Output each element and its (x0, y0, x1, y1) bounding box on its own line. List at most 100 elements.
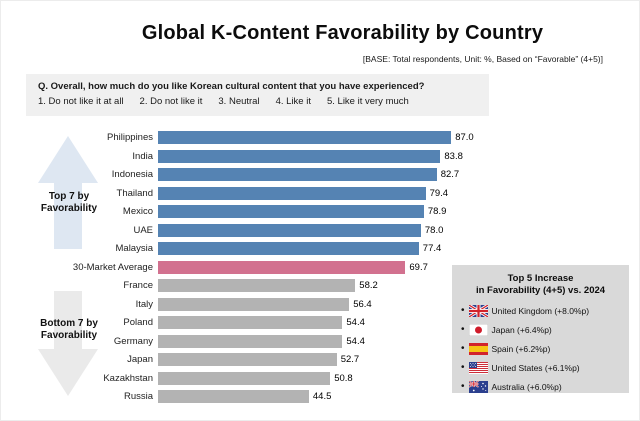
bottom7-group-label-line1: Bottom 7 by (40, 318, 98, 329)
spain-flag-icon (468, 342, 488, 355)
japan-flag-icon (468, 323, 488, 336)
bar (158, 205, 424, 218)
top7-group-label-line1: Top 7 by (48, 191, 90, 202)
bar (158, 131, 452, 144)
bar-row: Malaysia 77.4 (1, 242, 471, 255)
bar-value-label: 83.8 (444, 150, 463, 162)
bar-row: Japan 52.7 (1, 353, 471, 366)
bar-row: Russia 44.5 (1, 390, 471, 403)
bar-category-label: Kazakhstan (103, 372, 153, 384)
bar-chart-rows: Philippines 87.0 India 83.8 Indonesia 82.7 Tha… (1, 131, 474, 409)
bar-category-label: India (132, 150, 153, 162)
bar-value-label: 82.7 (440, 169, 460, 180)
bar-value-label: 54.4 (346, 317, 365, 328)
bullet-icon: • (461, 342, 465, 354)
bar-category-label: Indonesia (111, 169, 153, 180)
bar (158, 316, 343, 329)
bar-category-label: Japan (127, 354, 153, 365)
top7-arrow-icon (38, 136, 98, 249)
bar-row: France 58.2 (1, 279, 471, 292)
bar-row: Indonesia 82.7 (1, 168, 471, 181)
top7-group-label-line2: Favorability (40, 203, 98, 214)
bar-value-label: 50.8 (334, 372, 353, 384)
us-flag-icon (468, 361, 488, 374)
bar-category-label: Philippines (107, 132, 153, 143)
bar-value-label: 87.0 (455, 132, 474, 143)
bar-row: Mexico 78.9 (1, 205, 471, 218)
bar (158, 334, 343, 348)
bar-row: Germany 54.4 (1, 334, 471, 348)
legend-item-label: United Kingdom (+8.0%p) (491, 305, 590, 316)
scale-option: 1. Do not like it at all (38, 96, 124, 107)
australia-flag-icon (468, 380, 488, 393)
bar (158, 168, 437, 181)
bar-row: 30-Market Average 69.7 (1, 260, 471, 274)
legend-item-label: United States (+6.1%p) (491, 362, 580, 373)
bar (158, 242, 419, 255)
bottom7-group-label: Bottom 7 by Favorability (18, 318, 120, 342)
bar-row: India 83.8 (1, 149, 471, 163)
bottom7-arrow-icon (38, 291, 98, 396)
bar-row: UAE 78.0 (1, 223, 471, 237)
legend-item: • Australia (+6.0%p) (461, 377, 629, 396)
bar-value-label: 54.4 (346, 335, 365, 347)
bar-value-label: 78.9 (427, 206, 447, 217)
bar-row: Thailand 79.4 (1, 186, 471, 200)
question-text: Q. Overall, how much do you like Korean … (38, 81, 425, 92)
legend-title: Top 5 Increase in Favorability (4+5) vs.… (452, 273, 629, 297)
bar-category-label: Poland (123, 317, 153, 328)
legend-item: • Spain (+6.2%p) (461, 339, 629, 358)
legend-item-label: Spain (+6.2%p) (491, 343, 551, 354)
bar-value-label: 44.5 (312, 391, 332, 402)
scale-option: 3. Neutral (218, 96, 260, 107)
bar (158, 297, 350, 311)
bar-row: Philippines 87.0 (1, 131, 474, 144)
legend-title-line2: in Favorability (4+5) vs. 2024 (475, 285, 606, 296)
bar-row: Italy 56.4 (1, 297, 471, 311)
bar-value-label: 52.7 (340, 354, 360, 365)
bar-category-label: Thailand (116, 187, 153, 199)
scale-option: 2. Do not like it (139, 96, 203, 107)
bar (158, 186, 426, 200)
page-title: Global K-Content Favorability by Country (141, 22, 544, 44)
bar-category-label: UAE (133, 224, 153, 236)
bar-value-label: 58.2 (359, 280, 378, 291)
bar-category-label: Russia (123, 391, 153, 402)
bullet-icon: • (461, 304, 465, 316)
bar (158, 223, 421, 237)
scale-option: 4. Like it (275, 96, 311, 107)
legend-title-line1: Top 5 Increase (507, 273, 574, 284)
bar-value-label: 77.4 (422, 243, 442, 254)
bar (158, 390, 309, 403)
bar-row: Poland 54.4 (1, 316, 471, 329)
bullet-icon: • (461, 323, 465, 335)
scale-options: 1. Do not like it at all 2. Do not like i… (38, 96, 489, 107)
bar (158, 371, 331, 385)
bullet-icon: • (461, 361, 465, 373)
bar (158, 353, 337, 366)
bar-category-label: Malaysia (115, 243, 154, 254)
bar-value-label: 56.4 (353, 298, 372, 310)
bar-category-label: France (123, 280, 153, 291)
base-note: [BASE: Total respondents, Unit: %, Based… (362, 54, 603, 64)
legend-item: • United States (+6.1%p) (461, 358, 629, 377)
bar-category-label: Germany (113, 335, 153, 347)
bar-category-label: 30-Market Average (72, 261, 153, 273)
legend-item: • Japan (+6.4%p) (461, 320, 629, 339)
bar-row: Kazakhstan 50.8 (1, 371, 471, 385)
bar (158, 279, 356, 292)
scale-option: 5. Like it very much (326, 96, 409, 107)
bar-value-label: 79.4 (429, 187, 449, 199)
legend-item-label: Japan (+6.4%p) (491, 324, 552, 335)
legend-items: • United Kingdom (+8.0%p) • Japan (+6.4%p) •… (452, 301, 629, 396)
bottom7-group-label-line2: Favorability (40, 330, 98, 341)
bar (158, 260, 406, 274)
uk-flag-icon (468, 304, 488, 317)
bar-category-label: Italy (135, 298, 153, 310)
bar-value-label: 69.7 (409, 261, 428, 273)
bullet-icon: • (461, 380, 465, 392)
legend-box: Top 5 Increase in Favorability (4+5) vs.… (452, 265, 629, 393)
top7-group-label: Top 7 by Favorability (18, 191, 120, 215)
legend-item-label: Australia (+6.0%p) (491, 381, 562, 392)
